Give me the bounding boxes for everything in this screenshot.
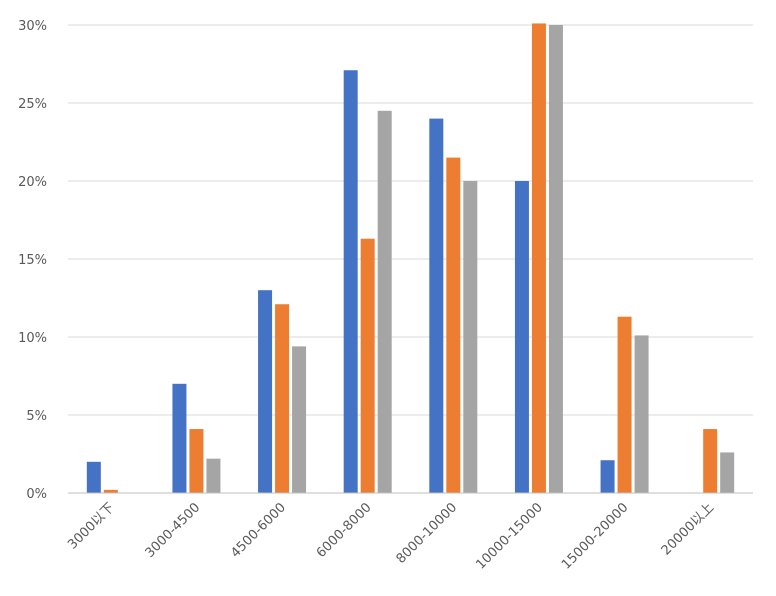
bar xyxy=(531,23,546,493)
bar xyxy=(446,157,461,493)
y-tick-label: 25% xyxy=(18,97,47,112)
x-tick-label: 8000-10000 xyxy=(394,500,461,567)
bar xyxy=(206,458,221,493)
gridlines xyxy=(68,24,753,416)
bars xyxy=(86,23,735,494)
bar xyxy=(463,181,478,493)
y-tick-label: 5% xyxy=(26,409,47,424)
bar xyxy=(292,346,307,493)
bar xyxy=(600,460,615,493)
x-tick-label: 4500-6000 xyxy=(228,500,289,561)
bar xyxy=(189,429,204,493)
x-tick-label: 6000-8000 xyxy=(314,500,375,561)
bar xyxy=(86,461,101,493)
bar xyxy=(343,70,358,494)
bar xyxy=(172,383,187,493)
x-tick-label: 20000以上 xyxy=(659,500,717,558)
bar xyxy=(548,25,563,493)
y-tick-label: 15% xyxy=(18,253,47,268)
bar xyxy=(703,429,718,493)
bar xyxy=(514,181,529,493)
bar xyxy=(275,304,290,493)
y-tick-label: 20% xyxy=(18,175,47,190)
bar xyxy=(360,238,375,493)
bar xyxy=(720,452,735,493)
bar xyxy=(634,335,649,493)
y-tick-label: 0% xyxy=(26,487,47,502)
y-tick-label: 10% xyxy=(18,331,47,346)
bar xyxy=(617,316,632,493)
x-tick-label: 10000-15000 xyxy=(473,500,545,572)
bar xyxy=(103,489,118,493)
bar xyxy=(258,290,273,493)
bar xyxy=(377,110,392,494)
y-axis-ticks: 0% 5% 10% 15% 20% 25% 30% xyxy=(18,19,47,502)
bar xyxy=(429,118,444,493)
x-tick-label: 3000-4500 xyxy=(143,500,204,561)
x-axis-ticks: 3000以下 3000-4500 4500-6000 6000-8000 8000-10… xyxy=(65,500,717,572)
x-tick-label: 3000以下 xyxy=(65,500,117,552)
x-tick-label: 15000-20000 xyxy=(559,500,631,572)
y-tick-label: 30% xyxy=(18,19,47,34)
